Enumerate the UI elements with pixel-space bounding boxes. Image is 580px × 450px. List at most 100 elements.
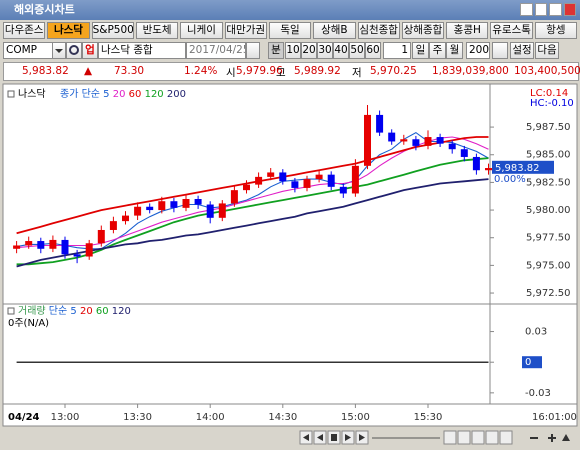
candle-body [267,172,275,177]
candle-body [388,132,396,142]
window-button[interactable] [549,3,562,16]
candle-body [158,201,166,211]
market-tab[interactable]: 니케이 [180,22,223,39]
candle-body [61,239,69,255]
calendar-button[interactable] [246,42,260,59]
window-button[interactable] [534,3,547,16]
window-title: 해외증시차트 [14,3,75,16]
spin-field[interactable]: 1 [383,42,411,59]
legend-entry: 200 [167,89,186,100]
scroll-controls[interactable] [299,430,570,445]
period-button[interactable]: 주 [429,42,446,59]
low: 5,970.25 [370,65,417,77]
tool[interactable] [499,430,513,445]
settings-button[interactable]: 설정 [510,42,534,59]
candle-body [73,254,81,257]
market-tab[interactable]: 상해B [313,22,356,39]
candle-body [13,245,21,249]
market-tab[interactable]: S&P500 [91,22,134,39]
candle-body [255,176,263,185]
legend-entry: 20 [80,306,93,317]
candle-body [315,174,323,180]
market-tab[interactable]: 심천종합 [357,22,400,39]
candle-body [85,243,93,257]
legend-entry: 120 [112,306,131,317]
zero-box [522,356,542,369]
date-field[interactable]: 2017/04/25 [186,42,246,59]
interval-button[interactable]: 30 [317,42,333,59]
y-tick-label: 5,975.00 [526,260,571,271]
tool[interactable] [485,430,499,445]
market-tab[interactable]: 항셍 [534,22,578,39]
lc-label: LC:0.14 [530,88,568,99]
unit-button[interactable]: 분 [268,42,284,59]
x-tick-label: 13:30 [123,412,152,423]
candle-body [134,206,142,216]
tool[interactable] [443,430,457,445]
y-tick-label: 0.03 [525,327,547,338]
y-tick-label: -0.03 [525,388,551,399]
moving-average [16,131,489,250]
window-controls[interactable] [520,3,576,16]
tool[interactable] [471,430,485,445]
y-tick-label: 5,982.50 [526,177,571,188]
legend-label: 단순 [49,305,67,317]
tool-button[interactable] [492,42,508,59]
change-rate: 1.24% [184,65,218,77]
x-tick-label: 15:30 [414,412,443,423]
close-button[interactable] [563,3,576,16]
interval-button[interactable]: 50 [349,42,365,59]
candle-body [448,143,456,150]
panel-icon [7,307,15,315]
legend-label: 종가 단순 [60,88,100,100]
legend-entry: 5 [103,89,109,100]
change-sign: ▲ [84,65,93,77]
candle-body [412,139,420,146]
window-button[interactable] [520,3,533,16]
interval-button[interactable]: 20 [301,42,317,59]
market-tab[interactable]: 상해종합 [401,22,445,39]
last-price-box [492,160,554,174]
price: 5,983.82 [22,65,69,77]
moving-average [16,136,489,235]
legend-entry: 60 [96,306,109,317]
legend-entry: 20 [113,89,126,100]
period-button[interactable]: 일 [412,42,429,59]
legend: 거래량 단순 5 20 60 120 [18,305,131,317]
candle-body [327,174,335,187]
code-input[interactable]: COMP [3,42,53,59]
market-tab[interactable]: 유로스톡 [490,22,533,39]
next-button[interactable]: 다음 [535,42,559,59]
period-button[interactable]: 월 [446,42,463,59]
candle-body [25,241,33,246]
interval-button[interactable]: 40 [333,42,349,59]
candle-body [303,179,311,188]
candle-body [400,139,408,142]
market-tab[interactable]: 대만가권 [224,22,267,39]
high: 5,989.92 [294,65,341,77]
interval-button[interactable]: 10 [285,42,301,59]
candle-body [37,241,45,249]
candle-body [376,114,384,133]
market-tab[interactable]: 독일 [268,22,312,39]
candle-body [230,190,238,204]
bottom-bar [3,428,577,448]
legend-entry: 5 [70,306,76,317]
candle-body [243,184,250,191]
market-tab[interactable]: 홍콩H [446,22,489,39]
tool[interactable] [457,430,471,445]
y-tick-label: 5,972.50 [526,288,571,299]
change: 73.30 [114,65,145,77]
sector-button[interactable]: 업 [82,42,98,59]
zoom-buttons[interactable] [530,434,556,442]
count-field[interactable]: 200 [466,42,490,59]
end-time-label: 16:01:00 [532,412,577,423]
search-button[interactable] [66,42,82,59]
market-tab[interactable]: 다우존스 [3,22,46,39]
market-tab[interactable]: 나스닥 [47,22,90,39]
legend-entry: 60 [129,89,142,100]
market-tab[interactable]: 반도체 [135,22,179,39]
interval-button[interactable]: 60 [365,42,381,59]
code-dropdown[interactable] [52,42,66,59]
candle-body [351,165,359,194]
